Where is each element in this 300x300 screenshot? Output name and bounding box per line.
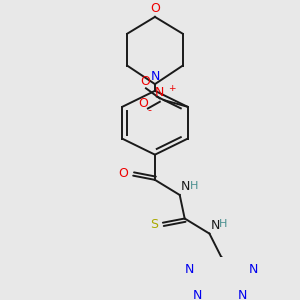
Text: S: S [150,218,158,231]
Text: N: N [193,289,202,300]
Text: H: H [219,219,228,230]
Text: H: H [190,181,198,191]
Text: +: + [168,84,175,93]
Text: N: N [150,70,160,83]
Text: O: O [150,2,160,15]
Text: N: N [184,263,194,276]
Text: N: N [210,219,220,232]
Text: O: O [140,75,150,88]
Text: N: N [181,180,190,193]
Text: -: - [148,105,152,115]
Text: N: N [237,289,247,300]
Text: N: N [249,263,258,276]
Text: O: O [118,167,128,181]
Text: O: O [138,97,148,110]
Text: N: N [154,86,164,99]
